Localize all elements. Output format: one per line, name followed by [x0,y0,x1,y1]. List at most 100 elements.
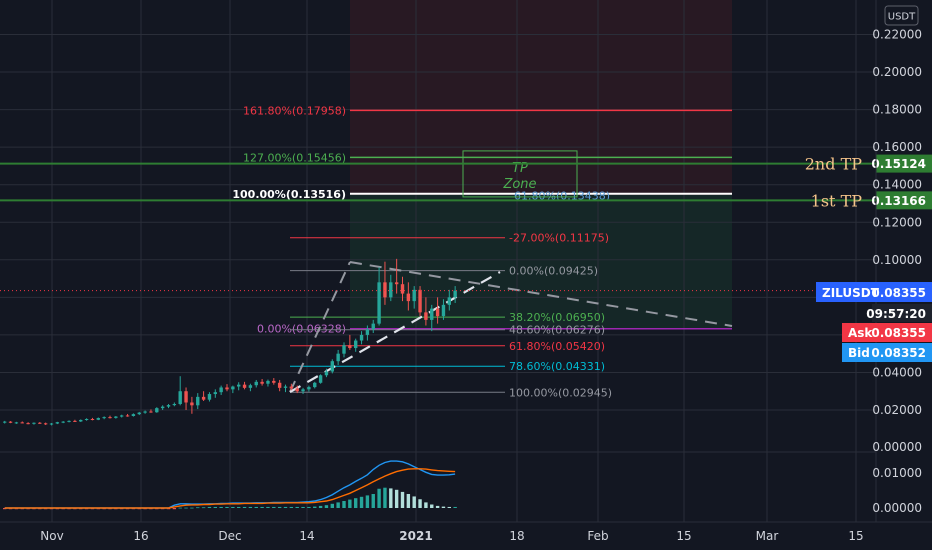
candle[interactable] [447,289,451,311]
candle[interactable] [254,379,258,388]
candle[interactable] [277,379,282,392]
candle[interactable] [307,385,311,392]
candle[interactable] [301,387,305,395]
candle[interactable] [26,422,30,425]
candle[interactable] [394,258,399,294]
candle[interactable] [131,413,136,417]
candle[interactable] [20,421,24,424]
candle[interactable] [266,379,270,387]
price-axis[interactable]: 0.22000 0.20000 0.18000 0.16000 0.14000 0.120… [872,28,922,418]
candle[interactable] [359,331,364,345]
bid-tag[interactable]: Bid 0.08352 [842,343,932,362]
candle[interactable] [283,384,288,393]
candle[interactable] [201,391,206,401]
candle[interactable] [318,374,323,384]
candle[interactable] [389,274,393,302]
trendline-upper-right[interactable] [349,261,733,327]
candle[interactable] [453,286,457,303]
candle[interactable] [336,349,340,365]
tp-zone[interactable]: TP Zone [462,150,578,198]
candle[interactable] [435,297,440,324]
candle[interactable] [55,421,60,425]
macd-histogram-bar [365,495,370,508]
candle[interactable] [342,342,346,358]
symbol-price-tag[interactable]: ZILUSDT 0.08355 [816,282,932,302]
candle-body [178,391,182,404]
candle[interactable] [260,379,264,386]
time-tick-label: Dec [218,529,241,543]
candle[interactable] [400,276,405,302]
candle[interactable] [90,417,95,421]
candle[interactable] [114,416,118,419]
candle[interactable] [330,359,334,374]
candle[interactable] [38,422,42,424]
candle[interactable] [313,381,317,389]
candle[interactable] [61,421,65,424]
candle[interactable] [242,381,247,390]
candle[interactable] [155,407,159,413]
candle[interactable] [49,422,54,426]
fib-level-label: 100.00%(0.13516) [232,188,346,201]
candle[interactable] [67,420,71,423]
candle[interactable] [324,368,329,378]
candle-body [96,418,100,420]
candle[interactable] [237,382,241,391]
candle[interactable] [377,267,381,326]
candle[interactable] [137,411,141,416]
candle[interactable] [184,387,188,410]
candle[interactable] [32,422,36,425]
candle[interactable] [289,383,294,391]
candle[interactable] [172,402,177,407]
tp-level[interactable]: 1st TP 0.13166 [0,191,932,210]
candle[interactable] [143,410,147,414]
candle[interactable] [354,338,358,352]
candle[interactable] [73,419,77,423]
candle[interactable] [213,389,217,398]
candle[interactable] [430,304,434,332]
tp-zone-box[interactable] [462,150,578,198]
price-tick-label: 0.20000 [872,65,922,79]
candle[interactable] [108,415,112,419]
candle[interactable] [160,405,165,410]
candle[interactable] [43,422,48,426]
candle[interactable] [102,416,106,420]
candle[interactable] [365,325,370,341]
candle[interactable] [125,413,130,417]
candle[interactable] [8,421,13,424]
macd-histogram-bar [213,506,217,508]
candle[interactable] [96,417,100,421]
candle[interactable] [441,299,446,320]
candle-body [3,421,7,423]
candle[interactable] [207,392,212,402]
candle[interactable] [272,378,276,385]
candle[interactable] [219,385,223,395]
candle[interactable] [231,385,235,394]
time-axis[interactable]: Nov 16 Dec 14 2021 18 Feb 15 Mar 15 [40,529,863,543]
candle[interactable] [79,419,83,423]
currency-tag[interactable]: USDT [884,5,919,26]
candle[interactable] [424,297,428,326]
trendline-upper-left[interactable] [289,261,351,393]
candle[interactable] [84,418,89,421]
candle-body [125,415,130,417]
candle[interactable] [190,396,194,414]
ask-tag[interactable]: Ask 0.08355 [842,323,932,342]
candle[interactable] [412,286,416,309]
candle[interactable] [248,383,253,392]
candle[interactable] [371,319,375,334]
candle[interactable] [178,376,182,406]
candle[interactable] [383,261,387,305]
candle[interactable] [120,414,124,418]
candle[interactable] [196,393,200,410]
candle[interactable] [14,421,19,424]
candle[interactable] [348,334,352,350]
macd-histogram-bar [207,506,212,508]
candle[interactable] [3,420,7,424]
candle[interactable] [225,384,229,392]
candle[interactable] [295,385,299,394]
candle[interactable] [166,403,171,409]
candle[interactable] [149,409,153,413]
tp-level[interactable]: 2nd TP 0.15124 [0,154,932,174]
candle[interactable] [406,282,411,311]
